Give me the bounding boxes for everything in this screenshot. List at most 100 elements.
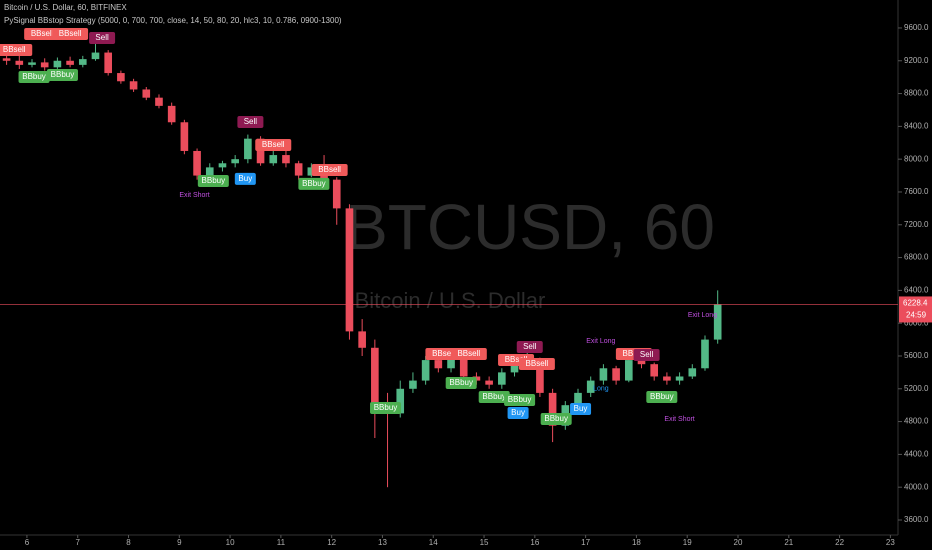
signal-box xyxy=(18,71,50,84)
candle-body xyxy=(307,167,316,176)
candle-body xyxy=(218,163,227,168)
candle-body xyxy=(358,331,366,348)
signal-box xyxy=(504,394,536,407)
x-tick-label: 16 xyxy=(530,538,539,547)
signal-label: BBbuy xyxy=(650,392,674,401)
signal-label: BBsell xyxy=(505,355,528,364)
candle-body xyxy=(129,81,138,90)
signal-label: Buy xyxy=(238,174,252,183)
signal-box xyxy=(450,348,487,361)
signal-label: BBsell xyxy=(3,45,26,54)
candle-body xyxy=(15,60,24,65)
candle-body xyxy=(434,360,443,369)
note-label: Exit Short xyxy=(664,416,694,423)
candle-body xyxy=(91,52,100,60)
y-tick-label: 7600.0 xyxy=(904,187,929,196)
signal-box xyxy=(0,43,33,56)
signal-label: Sell xyxy=(244,117,258,126)
countdown-label: 24:59 xyxy=(906,311,927,320)
y-tick-label: 3600.0 xyxy=(904,515,929,524)
signal-box xyxy=(516,340,543,353)
x-tick-label: 17 xyxy=(581,538,590,547)
candle-body xyxy=(447,355,455,369)
x-tick-label: 12 xyxy=(327,538,336,547)
y-tick-label: 8800.0 xyxy=(904,89,929,98)
x-tick-label: 23 xyxy=(886,538,895,547)
candle-body xyxy=(510,364,519,373)
last-price-box xyxy=(899,296,932,323)
x-tick-label: 21 xyxy=(784,538,793,547)
signal-box xyxy=(478,390,510,403)
signal-label: BBbuy xyxy=(374,403,398,412)
candle-body xyxy=(574,392,582,406)
candle-body xyxy=(663,376,671,381)
candle-body xyxy=(485,380,493,385)
candle-body xyxy=(193,150,201,176)
candle-body xyxy=(713,304,722,340)
y-tick-label: 8400.0 xyxy=(904,121,929,130)
signal-box xyxy=(237,115,264,128)
candle-body xyxy=(599,368,608,381)
y-tick-label: 4000.0 xyxy=(904,482,929,491)
candle-body xyxy=(701,339,709,369)
candle-body xyxy=(269,155,278,164)
candle-body xyxy=(142,89,151,98)
signal-label: BBsell xyxy=(432,349,455,358)
signal-label: BBsell xyxy=(31,29,54,38)
candle-body xyxy=(332,179,341,209)
y-tick-label: 5600.0 xyxy=(904,351,929,360)
chart-title: Bitcoin / U.S. Dollar, 60, BITFINEX xyxy=(4,3,127,12)
signal-label: BBbuy xyxy=(449,378,473,387)
signal-label: BBbuy xyxy=(482,392,506,401)
x-tick-label: 11 xyxy=(277,538,286,547)
x-tick-label: 18 xyxy=(632,538,641,547)
candle-body xyxy=(650,364,659,377)
signal-box xyxy=(298,177,330,190)
candle-body xyxy=(421,360,430,381)
signal-box xyxy=(507,406,529,419)
signal-box xyxy=(518,358,555,371)
signal-box xyxy=(311,163,348,176)
signal-label: BBbuy xyxy=(544,414,568,423)
watermark: BTCUSD, 60 xyxy=(345,191,715,263)
candle-body xyxy=(624,360,633,381)
signal-box xyxy=(445,376,477,389)
signal-label: BBbuy xyxy=(202,176,226,185)
signal-label: Sell xyxy=(640,350,654,359)
candle-body xyxy=(612,368,620,381)
candle-body xyxy=(688,368,697,377)
y-tick-label: 7200.0 xyxy=(904,220,929,229)
candle-body xyxy=(536,360,544,393)
signal-label: BBbuy xyxy=(508,395,532,404)
candle-body xyxy=(231,159,239,164)
signal-label: Sell xyxy=(523,342,537,351)
note-label: Exit Long xyxy=(688,312,717,319)
candle-body xyxy=(2,58,11,61)
candle-body xyxy=(155,97,163,106)
y-tick-label: 9200.0 xyxy=(904,56,929,65)
x-tick-label: 20 xyxy=(734,538,743,547)
candle-body xyxy=(371,347,379,406)
candle-body xyxy=(205,167,214,176)
y-tick-label: 4400.0 xyxy=(904,449,929,458)
signal-label: BBsell xyxy=(262,140,285,149)
signal-box xyxy=(370,401,402,414)
signal-box xyxy=(89,31,116,44)
signal-box xyxy=(570,402,592,415)
signal-label: BBbuy xyxy=(51,70,75,79)
signal-label: Buy xyxy=(574,404,588,413)
y-tick-label: 9600.0 xyxy=(904,23,929,32)
candle-body xyxy=(396,388,405,414)
y-tick-label: 8000.0 xyxy=(904,154,929,163)
x-tick-label: 19 xyxy=(683,538,692,547)
candle-body xyxy=(117,73,125,82)
x-tick-label: 10 xyxy=(226,538,235,547)
signal-label: BBbuy xyxy=(22,72,46,81)
y-tick-label: 6000.0 xyxy=(904,318,929,327)
signal-box xyxy=(633,348,660,361)
signal-label: BBbuy xyxy=(302,179,326,188)
signal-box xyxy=(234,172,256,185)
signal-box xyxy=(46,68,78,81)
signal-box xyxy=(52,27,89,40)
